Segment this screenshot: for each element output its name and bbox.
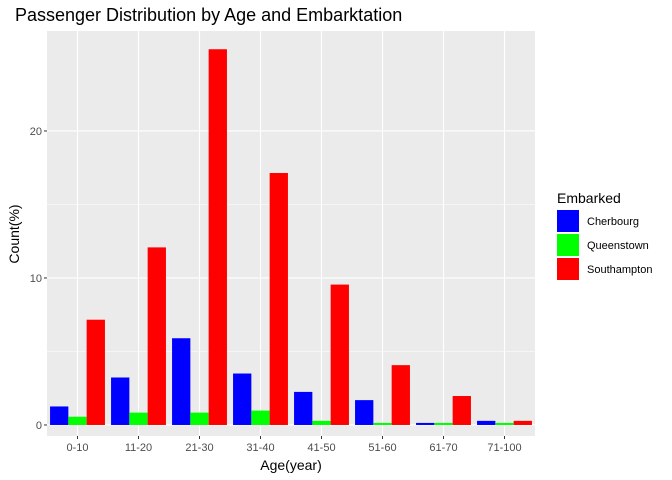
bar-queenstown-41-50 [312, 420, 331, 425]
x-axis-title: Age(year) [260, 457, 321, 473]
x-tick-label: 31-40 [246, 442, 274, 454]
bar-southampton-11-20 [147, 247, 166, 425]
bar-queenstown-0-10 [68, 416, 87, 425]
x-tick-label: 11-20 [125, 442, 152, 454]
x-tick-label: 51-60 [368, 442, 396, 454]
legend: Embarked Cherbourg Queenstown Southampton [557, 190, 652, 280]
x-tick-label: 41-50 [307, 442, 335, 454]
x-tick-label: 21-30 [185, 442, 213, 454]
y-tick-label: 10 [30, 273, 42, 285]
bars [50, 49, 532, 425]
bar-cherbourg-61-70 [416, 422, 435, 425]
x-tick-label: 71-100 [487, 442, 521, 454]
bar-cherbourg-31-40 [233, 373, 252, 425]
legend-key-cherbourg [557, 210, 579, 232]
y-tick-label: 20 [30, 126, 42, 138]
plot-panel [47, 31, 535, 436]
legend-label-cherbourg: Cherbourg [587, 216, 639, 228]
bar-southampton-41-50 [330, 284, 349, 425]
bar-southampton-61-70 [452, 396, 471, 425]
legend-key-queenstown [557, 234, 579, 256]
bar-southampton-51-60 [391, 365, 410, 425]
bar-cherbourg-51-60 [355, 400, 374, 425]
legend-key-southampton [557, 258, 579, 280]
x-tick-label: 0-10 [66, 442, 88, 454]
bar-cherbourg-11-20 [111, 377, 130, 425]
y-axis-title: Count(%) [6, 204, 22, 263]
legend-label-queenstown: Queenstown [587, 240, 649, 252]
bar-cherbourg-71-100 [477, 420, 496, 425]
legend-title: Embarked [557, 190, 621, 206]
bar-queenstown-51-60 [373, 422, 392, 425]
bar-southampton-31-40 [269, 173, 288, 425]
y-axis: 0 10 20 [30, 126, 47, 432]
bar-cherbourg-0-10 [50, 406, 69, 425]
bar-queenstown-71-100 [495, 422, 514, 425]
bar-cherbourg-21-30 [172, 338, 191, 425]
bar-southampton-0-10 [86, 319, 105, 425]
chart-title: Passenger Distribution by Age and Embark… [15, 5, 402, 25]
bar-queenstown-11-20 [129, 412, 148, 425]
legend-label-southampton: Southampton [587, 264, 652, 276]
x-axis: 0-10 11-20 21-30 31-40 41-50 51-60 61-70 71-100 [66, 436, 522, 454]
bar-southampton-71-100 [513, 420, 532, 425]
y-tick-label: 0 [36, 420, 42, 432]
bar-queenstown-21-30 [190, 412, 209, 425]
bar-queenstown-61-70 [434, 422, 453, 425]
bar-queenstown-31-40 [251, 410, 270, 425]
bar-cherbourg-41-50 [294, 391, 313, 425]
bar-southampton-21-30 [208, 49, 227, 425]
x-tick-label: 61-70 [429, 442, 457, 454]
